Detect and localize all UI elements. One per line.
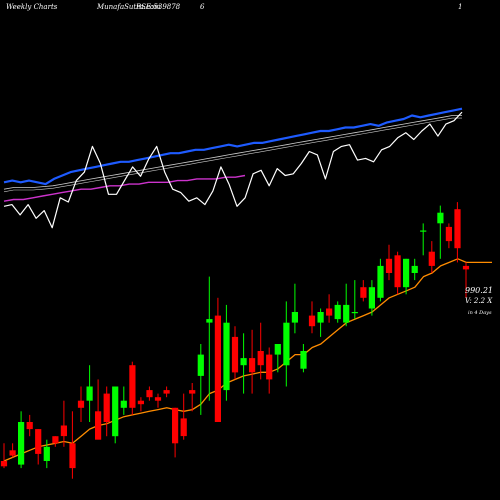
header-mid-label: 6 (200, 3, 205, 11)
candle-body (129, 365, 136, 408)
candle-body (368, 287, 375, 309)
candle-body (146, 390, 153, 398)
candle-body (120, 400, 127, 408)
candle-body (454, 209, 461, 249)
candle-body (385, 258, 393, 273)
candle-body (308, 315, 316, 327)
candle-body (77, 400, 85, 408)
candle-body (112, 386, 119, 437)
candle-body (86, 386, 93, 401)
candle-body (223, 322, 230, 391)
candle-body (197, 354, 204, 376)
price-line (3, 111, 463, 229)
candle-body (172, 407, 179, 444)
candle-body (60, 425, 67, 437)
candle-body (189, 390, 196, 394)
chart-subtitle: MunafaSutra.com (96, 3, 161, 11)
candle-body (445, 226, 452, 242)
candle-body (334, 304, 341, 320)
candle-body (317, 312, 324, 323)
candle-body (343, 304, 350, 323)
ma-magenta-line (3, 174, 246, 202)
candle-body (214, 315, 221, 422)
candle-body (377, 265, 384, 298)
candle-body (360, 287, 367, 298)
candle-body (394, 255, 401, 288)
header-right-label: 1 (458, 3, 462, 11)
ma-grey-line-2 (3, 117, 462, 193)
ema-line (3, 258, 492, 462)
candle-body (266, 354, 273, 380)
candle-body (43, 446, 50, 461)
indicator-lines (3, 107, 492, 462)
candles (0, 202, 470, 479)
candle-body (420, 230, 427, 232)
candle-body (326, 308, 333, 316)
candle-body (249, 358, 256, 373)
candle-body (206, 319, 213, 323)
ma-blue-line (3, 107, 463, 186)
candle-body (462, 265, 470, 270)
candle-body (26, 422, 33, 430)
chart-title: Weekly Charts (6, 3, 58, 11)
days-label: in 4 Days (468, 310, 492, 316)
candle-body (95, 411, 102, 440)
candle-body (18, 422, 25, 465)
candle-body (137, 400, 144, 405)
candle-body (9, 450, 16, 456)
candle-body (274, 344, 281, 355)
candle-body (52, 436, 59, 444)
chart-symbol: BSE:539878 (135, 3, 181, 11)
ma-grey-line (3, 115, 462, 190)
candle-body (163, 390, 170, 394)
price-label: 990.21 (465, 286, 493, 295)
candle-body (403, 258, 410, 288)
candle-body (411, 265, 418, 273)
candle-body (231, 336, 239, 373)
candle-body (35, 429, 42, 454)
candle-body (428, 251, 435, 266)
candle-body (437, 212, 444, 224)
candle-body (240, 358, 247, 366)
volume-label: V: 2.2 X (465, 297, 493, 305)
candle-body (257, 351, 264, 366)
candle-body (69, 443, 76, 469)
candle-body (154, 397, 162, 401)
candle-body (103, 393, 110, 422)
candle-body (291, 312, 298, 323)
candle-body (300, 351, 307, 369)
candle-body (351, 312, 358, 314)
candle-body (180, 418, 187, 437)
candle-body (283, 322, 290, 366)
candle-body (0, 461, 8, 467)
